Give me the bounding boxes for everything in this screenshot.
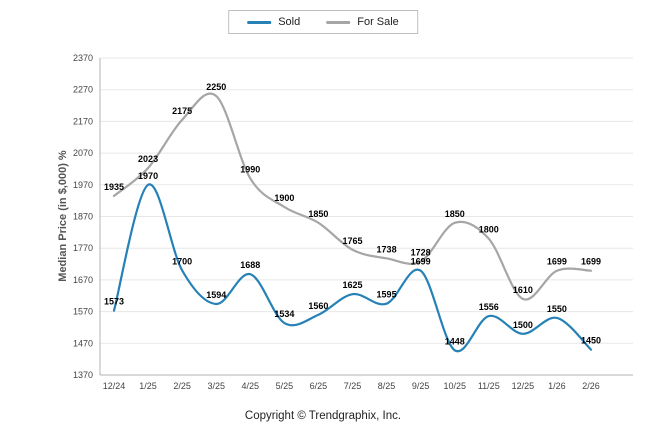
x-tick-label: 7/25: [344, 381, 362, 391]
data-label-for-sale: 1699: [547, 257, 567, 267]
data-label-for-sale: 1765: [342, 236, 362, 246]
data-label-sold: 1625: [342, 280, 362, 290]
data-label-sold: 1699: [411, 257, 431, 267]
sold-line-swatch: [247, 20, 272, 24]
data-label-for-sale: 1728: [411, 248, 431, 258]
copyright-footer: Copyright © Trendgraphix, Inc.: [244, 410, 402, 422]
data-label-sold: 1450: [581, 336, 601, 346]
legend-label-sold: Sold: [278, 16, 301, 28]
y-tick-label: 1470: [73, 338, 93, 348]
x-tick-label: 8/25: [378, 381, 396, 391]
x-tick-label: 12/25: [512, 381, 535, 391]
series-line-sold: [112, 183, 593, 353]
data-label-for-sale: 1900: [274, 193, 294, 203]
legend-item-sold: Sold: [247, 16, 300, 28]
data-label-for-sale: 1990: [240, 164, 260, 174]
y-tick-label: 2370: [73, 53, 93, 63]
x-tick-label: 6/25: [310, 381, 328, 391]
y-axis-title: Median Price (in $,000) %: [57, 150, 69, 282]
data-label-sold: 1573: [104, 297, 124, 307]
data-label-sold: 1688: [240, 260, 260, 270]
data-label-for-sale: 1699: [581, 257, 601, 267]
x-tick-label: 4/25: [242, 381, 260, 391]
data-label-sold: 1970: [138, 171, 158, 181]
data-label-sold: 1594: [206, 290, 226, 300]
x-tick-label: 2/26: [582, 381, 600, 391]
data-label-sold: 1534: [274, 309, 294, 319]
data-label-for-sale: 2250: [206, 82, 226, 92]
x-tick-label: 1/26: [548, 381, 566, 391]
for-sale-line-swatch: [326, 20, 351, 24]
x-tick-label: 1/25: [139, 381, 157, 391]
x-tick-label: 3/25: [207, 381, 225, 391]
data-label-for-sale: 2175: [172, 106, 192, 116]
data-label-sold: 1556: [479, 302, 499, 312]
data-label-sold: 1448: [445, 336, 465, 346]
data-label-for-sale: 2023: [138, 154, 158, 164]
y-tick-label: 1370: [73, 370, 93, 380]
chart-legend: Sold For Sale: [228, 10, 418, 34]
data-label-for-sale: 1738: [377, 244, 397, 254]
data-label-for-sale: 1850: [308, 209, 328, 219]
x-tick-label: 10/25: [443, 381, 466, 391]
y-tick-label: 2270: [73, 85, 93, 95]
y-tick-label: 1870: [73, 212, 93, 222]
y-tick-label: 1970: [73, 180, 93, 190]
data-label-for-sale: 1850: [445, 209, 465, 219]
y-tick-label: 1570: [73, 307, 93, 317]
data-label-for-sale: 1610: [513, 285, 533, 295]
x-tick-label: 5/25: [276, 381, 294, 391]
data-label-for-sale: 1800: [479, 225, 499, 235]
data-label-sold: 1560: [308, 301, 328, 311]
legend-label-for-sale: For Sale: [357, 16, 399, 28]
data-label-sold: 1550: [547, 304, 567, 314]
y-tick-label: 2170: [73, 116, 93, 126]
x-tick-label: 11/25: [478, 381, 500, 391]
x-tick-label: 2/25: [173, 381, 191, 391]
y-tick-label: 1770: [73, 243, 93, 253]
legend-item-for-sale: For Sale: [326, 16, 399, 28]
data-label-for-sale: 1935: [104, 182, 124, 192]
x-tick-label: 9/25: [412, 381, 430, 391]
data-label-sold: 1500: [513, 320, 533, 330]
series-line-for-sale: [112, 92, 593, 301]
y-tick-label: 1670: [73, 275, 93, 285]
x-tick-label: 12/24: [103, 381, 126, 391]
data-label-sold: 1700: [172, 256, 192, 266]
y-tick-label: 2070: [73, 148, 93, 158]
data-label-sold: 1595: [377, 290, 397, 300]
